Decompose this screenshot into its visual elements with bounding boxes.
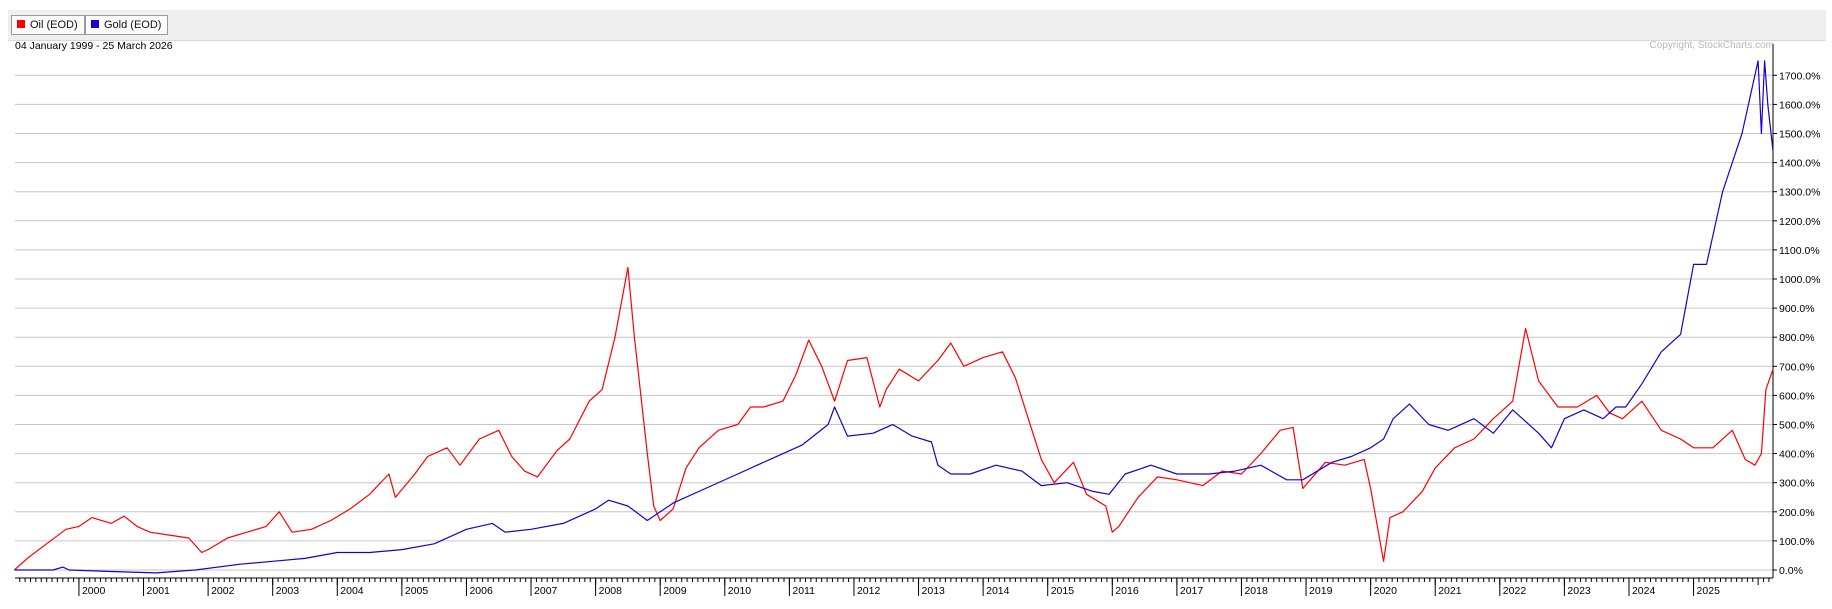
gold-series-line [14, 60, 1774, 574]
x-tick-label: 2023 [1567, 585, 1591, 597]
x-tick-label: 2011 [792, 585, 815, 597]
x-tick-label: 2009 [663, 585, 687, 597]
x-tick-label: 2005 [405, 585, 429, 597]
y-tick-label: 800.0% [1779, 332, 1815, 344]
copyright-label: Copyright, StockCharts.com [1650, 40, 1775, 51]
x-tick-label: 2017 [1180, 585, 1204, 597]
grid-lines [15, 74, 1773, 571]
legend-bar: Oil (EOD) Gold (EOD) [8, 10, 1826, 41]
x-tick-label: 2013 [922, 585, 946, 597]
x-tick-label: 2006 [469, 585, 493, 597]
y-tick-label: 900.0% [1779, 303, 1815, 315]
x-tick-label: 2014 [986, 585, 1010, 597]
x-tick-label: 2025 [1697, 585, 1721, 597]
x-tick-label: 2019 [1309, 585, 1333, 597]
date-range-label: 04 January 1999 - 25 March 2026 [15, 40, 173, 52]
y-tick-label: 1200.0% [1779, 216, 1820, 228]
oil-color-swatch [17, 20, 25, 28]
y-tick-label: 1000.0% [1779, 274, 1820, 286]
x-tick-label: 2004 [340, 585, 364, 597]
x-tick-label: 2020 [1374, 585, 1398, 597]
y-tick-label: 1100.0% [1779, 245, 1820, 257]
x-tick-label: 2022 [1503, 585, 1527, 597]
y-tick-label: 300.0% [1779, 478, 1815, 490]
x-tick-label: 2015 [1051, 585, 1075, 597]
y-tick-label: 1500.0% [1779, 129, 1820, 141]
oil-series-line [13, 266, 1774, 571]
y-tick-label: 1300.0% [1779, 187, 1820, 199]
y-tick-label: 200.0% [1779, 507, 1815, 519]
x-tick-label: 2008 [599, 585, 623, 597]
legend-label-oil: Oil (EOD) [30, 19, 78, 31]
x-tick-label: 2000 [82, 585, 106, 597]
y-tick-label: 700.0% [1779, 361, 1815, 373]
x-tick-label: 2012 [857, 585, 881, 597]
legend-item-oil[interactable]: Oil (EOD) [11, 15, 85, 35]
x-tick-label: 2024 [1632, 585, 1656, 597]
x-tick-label: 2003 [276, 585, 300, 597]
y-tick-label: 100.0% [1779, 536, 1815, 548]
x-tick-label: 2016 [1115, 585, 1139, 597]
x-tick-label: 2010 [728, 585, 752, 597]
y-axis: 0.0% 100.0% 200.0% 300.0% 400.0% 500.0% 600.0%… [1772, 44, 1820, 578]
legend-item-gold[interactable]: Gold (EOD) [85, 15, 169, 35]
x-tick-label: 2018 [1244, 585, 1268, 597]
x-tick-label: 2002 [211, 585, 235, 597]
y-tick-label: 1700.0% [1779, 70, 1820, 82]
x-tick-label: 2021 [1438, 585, 1462, 597]
y-tick-label: 500.0% [1779, 420, 1815, 432]
x-axis: 2000 2001 2002 2003 2004 2005 2006 2007 2008 2009… [15, 577, 1773, 597]
y-tick-label: 400.0% [1779, 449, 1815, 461]
x-tick-label: 2007 [534, 585, 558, 597]
gold-color-swatch [91, 20, 99, 28]
x-tick-label: 2001 [147, 585, 171, 597]
legend-label-gold: Gold (EOD) [104, 19, 162, 31]
data-series [13, 60, 1774, 574]
y-tick-label: 0.0% [1779, 565, 1803, 577]
y-tick-label: 1600.0% [1779, 99, 1820, 111]
y-tick-label: 1400.0% [1779, 158, 1820, 170]
y-tick-label: 600.0% [1779, 390, 1815, 402]
